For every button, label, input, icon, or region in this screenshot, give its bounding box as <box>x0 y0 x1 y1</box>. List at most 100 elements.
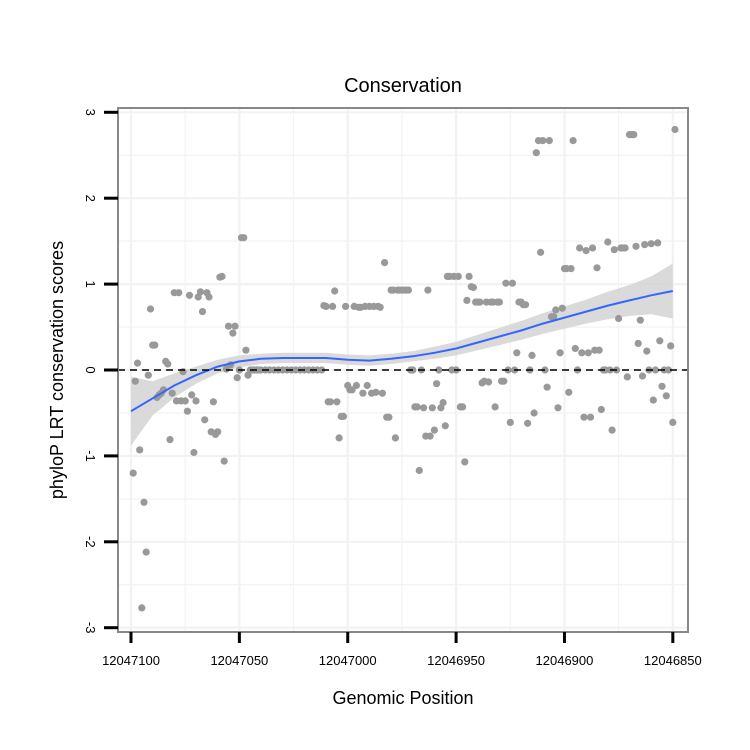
data-point <box>576 244 584 252</box>
data-point <box>621 244 629 252</box>
data-point <box>502 279 510 287</box>
y-axis-label: phyloP LRT conservation scores <box>47 241 67 499</box>
data-point <box>567 265 575 273</box>
data-point <box>469 283 477 292</box>
data-point <box>385 413 393 421</box>
data-point <box>179 368 187 376</box>
data-point <box>485 378 493 386</box>
data-point <box>552 306 560 314</box>
data-point <box>461 458 469 466</box>
data-point <box>168 389 176 397</box>
data-point <box>428 404 436 412</box>
y-tick-label: 2 <box>83 195 98 202</box>
data-point <box>530 409 538 417</box>
x-tick-label: 12047100 <box>102 653 160 668</box>
confidence-band <box>131 263 673 446</box>
data-point <box>136 446 144 454</box>
data-point <box>465 272 473 280</box>
data-point <box>556 349 564 357</box>
data-point <box>233 374 241 382</box>
data-point <box>205 293 213 301</box>
data-point <box>441 422 449 430</box>
data-point <box>214 428 222 436</box>
data-point <box>491 403 499 411</box>
data-point <box>647 240 655 248</box>
data-point <box>643 347 651 355</box>
data-point <box>608 426 616 434</box>
x-axis-label: Genomic Position <box>332 688 473 708</box>
data-point <box>242 346 250 354</box>
data-point <box>381 259 389 267</box>
y-axis-ticks: -3 -2 -1 0 1 2 3 <box>83 109 118 634</box>
data-point <box>545 137 553 145</box>
data-point <box>129 469 137 477</box>
data-point <box>508 279 516 287</box>
data-point <box>190 448 198 457</box>
data-point <box>636 316 644 324</box>
data-point <box>586 413 595 421</box>
data-point <box>331 287 339 295</box>
data-point <box>669 418 677 426</box>
data-point <box>649 396 657 404</box>
data-point <box>424 286 432 294</box>
data-point <box>426 432 434 440</box>
data-point <box>404 286 412 294</box>
data-point <box>463 296 471 304</box>
data-point <box>164 360 172 368</box>
data-point <box>651 366 660 374</box>
data-point <box>558 304 566 312</box>
data-point <box>623 373 631 381</box>
x-tick-label: 12047050 <box>210 653 268 668</box>
data-point <box>326 398 334 406</box>
data-point <box>183 407 191 415</box>
data-point <box>342 302 350 310</box>
data-point <box>454 272 462 280</box>
data-point <box>641 241 649 249</box>
data-point <box>662 392 670 400</box>
data-point <box>584 349 592 357</box>
data-point <box>181 397 189 405</box>
data-point <box>638 372 647 380</box>
data-point <box>413 403 421 411</box>
data-point <box>146 305 155 313</box>
data-point <box>597 405 605 414</box>
data-point <box>196 288 204 296</box>
data-point <box>578 349 586 357</box>
data-point <box>420 404 428 412</box>
data-point <box>391 434 399 442</box>
data-point <box>376 303 384 311</box>
data-point <box>656 337 664 345</box>
data-point <box>565 388 573 396</box>
data-point <box>333 398 341 406</box>
data-point <box>322 302 330 310</box>
data-point <box>188 391 196 399</box>
data-point <box>632 242 640 250</box>
data-point <box>192 397 200 405</box>
data-point <box>433 380 441 388</box>
data-point <box>604 238 612 246</box>
data-point <box>664 366 673 374</box>
x-tick-label: 12046950 <box>427 653 485 668</box>
data-point <box>201 416 209 424</box>
data-point <box>133 359 142 367</box>
data-point <box>543 383 551 391</box>
data-point <box>363 381 371 390</box>
data-point <box>630 131 638 139</box>
x-tick-label: 12047000 <box>319 653 377 668</box>
data-point <box>372 388 380 396</box>
data-point <box>500 377 508 385</box>
chart-title: Conservation <box>344 75 462 97</box>
x-tick-label: 12046900 <box>536 653 594 668</box>
y-tick-label: -3 <box>83 622 98 634</box>
data-point <box>495 298 503 306</box>
data-point <box>335 434 343 442</box>
data-point <box>532 149 540 157</box>
data-point <box>528 351 536 359</box>
y-tick-label: 3 <box>83 109 98 116</box>
data-point <box>521 301 530 309</box>
data-point <box>459 403 467 411</box>
data-point <box>231 322 239 330</box>
data-point <box>554 404 562 412</box>
data-point <box>218 272 226 280</box>
data-point <box>138 604 146 612</box>
